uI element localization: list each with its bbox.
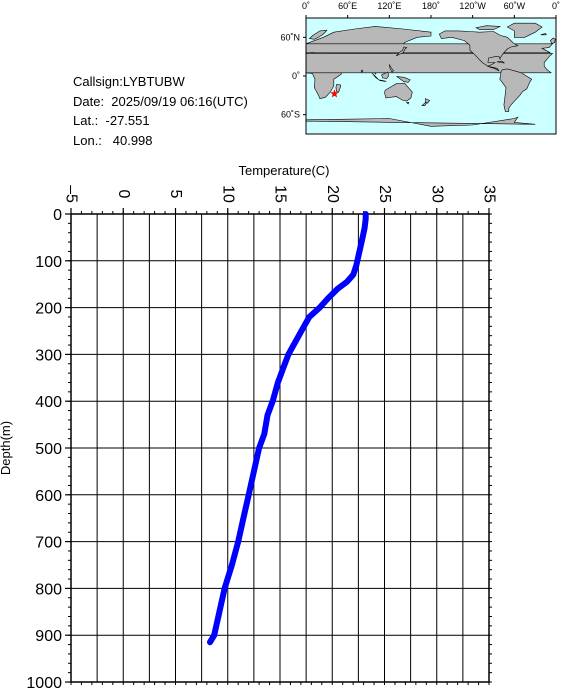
temperature-profile-line-0: [207, 211, 369, 646]
map-landmass-21: [475, 25, 501, 30]
map-landmass-3: [550, 37, 556, 45]
station-marker: [330, 89, 339, 98]
y-tick-label: 1000: [26, 675, 62, 690]
map-landmass-16: [406, 102, 410, 105]
map-landmass-19: [438, 30, 519, 72]
y-tick-label: 100: [35, 254, 62, 271]
y-tick-label: 400: [35, 394, 62, 411]
map-landmass-23: [499, 68, 533, 112]
map-landmass-13: [396, 46, 408, 57]
x-tick-label: 25: [376, 185, 393, 203]
map-lat-label: 60˚N: [280, 32, 300, 42]
map-lat-label: 60˚S: [281, 110, 300, 120]
y-axis-label: Depth(m): [0, 421, 13, 475]
map-landmass-18: [421, 102, 428, 106]
y-tick-label: 800: [35, 581, 62, 598]
map-landmass-7: [335, 84, 342, 93]
x-tick-label: –5: [63, 185, 80, 203]
map-lon-label: 0˚: [302, 1, 310, 11]
map-landmass-22: [496, 60, 505, 64]
x-tick-label: 0: [115, 190, 132, 199]
map-lon-label: 0˚: [552, 1, 560, 11]
map-landmass-15: [384, 82, 413, 102]
map-lon-label: 60˚W: [504, 1, 526, 11]
map-lat-label: 0˚: [292, 71, 300, 81]
map-landmass-12: [395, 76, 411, 83]
map-landmass-14: [389, 64, 394, 73]
map-landmass-20: [506, 22, 543, 38]
map-lon-label: 120˚E: [377, 1, 401, 11]
plot-frame: [70, 213, 490, 683]
map-landmass-17: [425, 98, 431, 104]
map-landmass-8: [361, 69, 364, 73]
map-lon-label: 120˚W: [459, 1, 486, 11]
y-tick-label: 900: [35, 628, 62, 645]
y-tick-label: 0: [53, 207, 62, 224]
latitude-label: Lat.: -27.551: [73, 113, 150, 128]
x-tick-label: 30: [428, 185, 445, 203]
map-lon-label: 180˚: [422, 1, 440, 11]
x-tick-label: 10: [219, 185, 236, 203]
y-tick-label: 600: [35, 488, 62, 505]
x-tick-label: 20: [324, 185, 341, 203]
map-landmass-10: [381, 71, 389, 79]
map-landmass-4: [540, 33, 547, 36]
date-label: Date: 2025/09/19 06:16(UTC): [73, 93, 248, 109]
x-tick-label: 35: [481, 185, 498, 203]
y-tick-label: 500: [35, 441, 62, 458]
longitude-label: Lon.: 40.998: [73, 132, 153, 148]
map-landmass-11: [379, 79, 387, 82]
station-info: Callsign:LYBTUBW Date: 2025/09/19 06:16(…: [73, 72, 248, 150]
x-tick-label: 5: [167, 190, 184, 199]
callsign-label: Callsign:LYBTUBW: [73, 74, 185, 89]
map-landmass-9: [371, 72, 380, 81]
y-tick-label: 200: [35, 301, 62, 318]
map-lon-label: 60˚E: [338, 1, 357, 11]
x-tick-label: 15: [272, 185, 289, 203]
y-tick-label: 700: [35, 535, 62, 552]
map-landmass-2: [308, 29, 328, 40]
y-tick-label: 300: [35, 347, 62, 364]
x-axis-label: Temperature(C): [238, 163, 329, 178]
